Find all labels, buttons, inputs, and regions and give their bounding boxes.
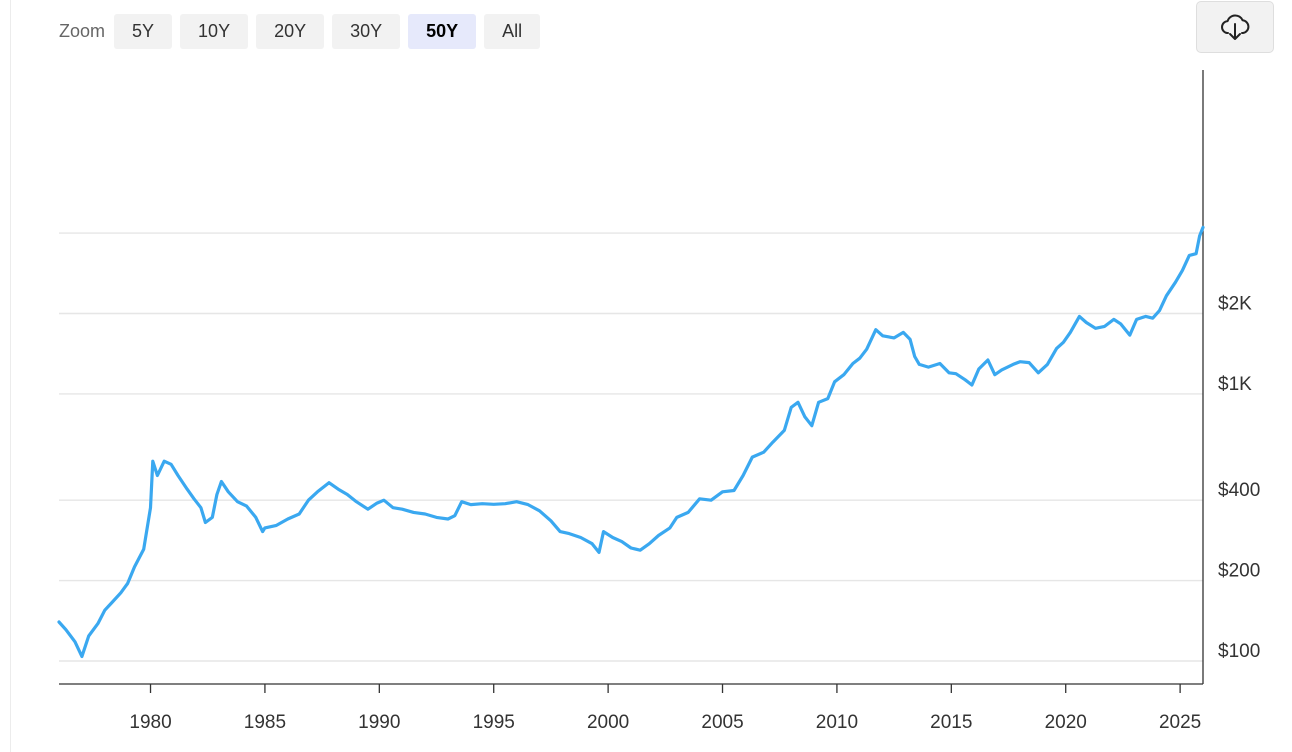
y-tick-label: $200	[1218, 561, 1260, 582]
x-tick-label: 2020	[1045, 712, 1087, 733]
y-tick-label: $1K	[1218, 374, 1252, 395]
cloud-download-icon	[1221, 14, 1250, 40]
price-series-line	[57, 225, 1205, 659]
zoom-label: Zoom	[59, 21, 106, 41]
left-border	[10, 0, 11, 752]
x-tick-label: 1990	[358, 712, 400, 733]
zoom-all-button[interactable]: All	[484, 14, 541, 49]
x-axis-labels: 1980 1985 1990 1995 2000 2005 2010 2015 2020 2025	[129, 712, 1201, 733]
x-tick-label: 2000	[587, 712, 629, 733]
zoom-10y-button[interactable]: 10Y	[180, 14, 249, 49]
x-tick-label: 2010	[816, 712, 858, 733]
y-tick-label: $400	[1218, 480, 1260, 501]
y-tick-label: $100	[1218, 641, 1260, 662]
x-tick-label: 2015	[930, 712, 972, 733]
zoom-5y-button[interactable]: 5Y	[114, 14, 173, 49]
x-tick-label: 2005	[701, 712, 743, 733]
zoom-30y-button[interactable]: 30Y	[332, 14, 401, 49]
y-axis-labels: $100 $200 $400 $1K $2K	[1218, 294, 1260, 663]
x-tick-label: 1985	[244, 712, 286, 733]
x-tick-label: 2025	[1159, 712, 1201, 733]
grid-lines	[59, 232, 1203, 662]
series-layer	[57, 225, 1205, 659]
x-tick-label: 1980	[129, 712, 171, 733]
zoom-toolbar: Zoom 5Y 10Y 20Y 30Y 50Y All	[59, 14, 548, 49]
download-button[interactable]	[1196, 1, 1274, 53]
zoom-20y-button[interactable]: 20Y	[256, 14, 325, 49]
zoom-50y-button[interactable]: 50Y	[408, 14, 477, 49]
y-tick-label: $2K	[1218, 294, 1252, 315]
x-tick-label: 1995	[473, 712, 515, 733]
axes	[59, 70, 1204, 693]
